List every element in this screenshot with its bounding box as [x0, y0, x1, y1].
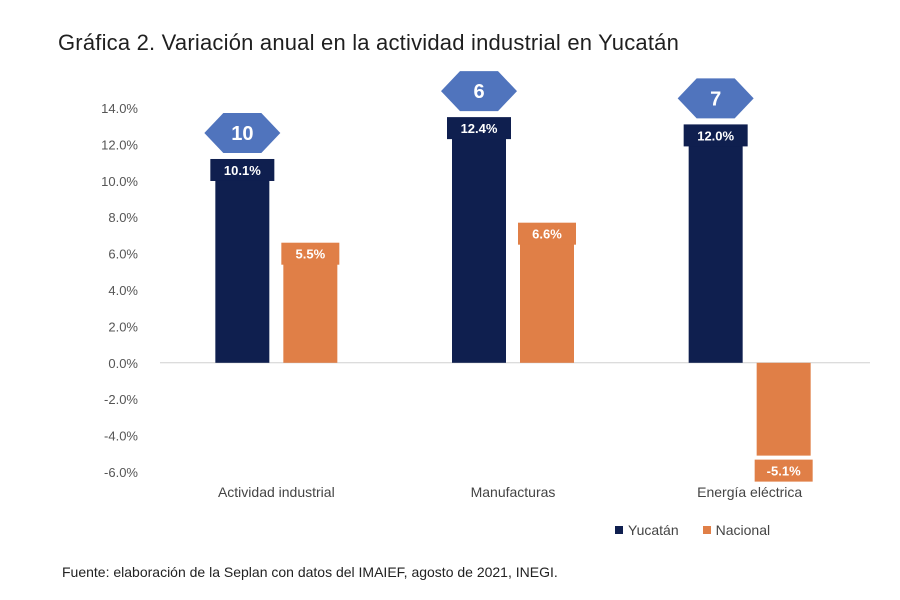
data-label: 5.5% [296, 247, 326, 262]
data-label-box [518, 222, 576, 245]
y-tick-label: 14.0% [101, 101, 138, 116]
rank-badges: 10 6 7 [204, 71, 754, 153]
y-tick-label: 8.0% [108, 210, 138, 225]
legend-item-nacional: Nacional [702, 522, 771, 538]
y-tick-label: -4.0% [104, 429, 138, 444]
bar-yucatan [215, 178, 270, 363]
data-label-box [754, 459, 813, 482]
bars [215, 137, 811, 456]
data-labels: 10.1% 5.5% 12.4% 6.6% 12.0% -5.1% [210, 117, 813, 482]
rank-badge [441, 71, 517, 112]
chart-title: Gráfica 2. Variación anual en la activid… [58, 30, 680, 55]
data-label: 12.0% [697, 128, 734, 143]
rank-badge [677, 78, 754, 119]
data-label: -5.1% [767, 464, 801, 479]
x-tick-label: Energía eléctrica [697, 484, 802, 500]
y-tick-label: 0.0% [108, 356, 138, 371]
data-label: 12.4% [461, 121, 498, 136]
bar-nacional [283, 262, 338, 363]
data-label-box [281, 242, 340, 265]
bar-nacional [756, 362, 811, 456]
data-label: 10.1% [224, 163, 261, 178]
legend-item-yucatan: Yucatán [615, 522, 679, 538]
y-tick-label: -6.0% [104, 465, 138, 480]
y-tick-label: -2.0% [104, 392, 138, 407]
rank-badge-label: 7 [710, 88, 721, 110]
bar-yucatan [452, 137, 506, 363]
y-axis: 14.0% 12.0% 10.0% 8.0% 6.0% 4.0% 2.0% 0.0% -2.0%… [101, 101, 138, 480]
rank-badge-label: 6 [473, 81, 484, 103]
source-note: Fuente: elaboración de la Seplan con dat… [62, 564, 558, 580]
legend-swatch-yucatan [615, 526, 623, 534]
data-label-box [210, 158, 275, 181]
rank-badge-label: 10 [231, 123, 253, 145]
legend-label-nacional: Nacional [715, 522, 771, 538]
y-tick-label: 4.0% [108, 283, 138, 298]
data-label-box [683, 124, 748, 147]
x-tick-label: Actividad industrial [218, 484, 335, 500]
legend-label-yucatan: Yucatán [628, 522, 679, 538]
data-label-box [447, 117, 511, 140]
y-tick-label: 10.0% [101, 174, 138, 189]
legend-swatch-nacional [702, 526, 711, 534]
data-label: 6.6% [532, 227, 562, 242]
x-tick-label: Manufacturas [471, 484, 556, 500]
x-axis: Actividad industrial Manufacturas Energía … [218, 484, 802, 500]
y-tick-label: 6.0% [108, 247, 138, 262]
rank-badge [204, 112, 281, 153]
y-tick-label: 2.0% [108, 319, 138, 334]
bar-nacional [520, 242, 574, 363]
bar-yucatan [688, 144, 743, 363]
y-tick-label: 12.0% [101, 137, 138, 152]
legend: Yucatán Nacional [615, 522, 770, 538]
